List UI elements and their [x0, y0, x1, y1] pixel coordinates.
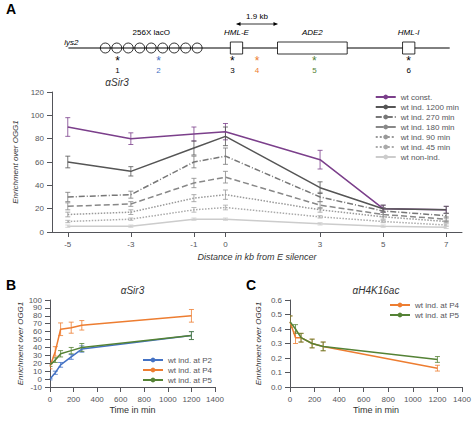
svg-text:50: 50: [33, 335, 42, 344]
svg-text:800: 800: [138, 395, 152, 404]
svg-text:0.5: 0.5: [271, 310, 283, 319]
svg-text:1000: 1000: [404, 395, 422, 404]
svg-text:0: 0: [38, 375, 43, 384]
svg-text:5: 5: [312, 66, 317, 75]
svg-text:Enrichment over OGG1: Enrichment over OGG1: [11, 120, 20, 204]
svg-text:Enrichment over OGG1: Enrichment over OGG1: [16, 302, 25, 386]
svg-text:0.0: 0.0: [271, 383, 283, 392]
svg-text:5: 5: [381, 240, 386, 249]
svg-text:1200: 1200: [183, 395, 201, 404]
svg-text:3: 3: [230, 66, 235, 75]
svg-text:ADE2: ADE2: [301, 28, 323, 37]
svg-text:0: 0: [223, 240, 228, 249]
svg-text:120: 120: [31, 88, 45, 97]
svg-text:1: 1: [115, 66, 120, 75]
svg-text:0: 0: [40, 228, 45, 237]
svg-text:20: 20: [33, 359, 42, 368]
svg-text:90: 90: [33, 303, 42, 312]
svg-text:400: 400: [90, 395, 104, 404]
svg-text:800: 800: [382, 395, 396, 404]
svg-text:3: 3: [318, 240, 323, 249]
svg-text:20: 20: [35, 204, 44, 213]
svg-text:0: 0: [288, 395, 293, 404]
svg-text:1400: 1400: [453, 395, 471, 404]
svg-text:100: 100: [31, 111, 45, 120]
svg-text:HML-E: HML-E: [224, 28, 250, 37]
svg-text:wt ind. at P2: wt ind. at P2: [167, 356, 213, 365]
svg-text:Time in min: Time in min: [109, 405, 155, 415]
svg-text:-10: -10: [30, 383, 42, 392]
svg-text:200: 200: [67, 395, 81, 404]
svg-text:1.9 kb: 1.9 kb: [246, 12, 268, 21]
svg-text:400: 400: [332, 395, 346, 404]
svg-text:Enrichment over OGG1: Enrichment over OGG1: [254, 302, 263, 386]
svg-text:wt ind. at P4: wt ind. at P4: [167, 366, 213, 375]
svg-text:40: 40: [33, 343, 42, 352]
svg-text:A: A: [6, 1, 16, 17]
svg-text:10: 10: [33, 367, 42, 376]
svg-text:αSir3: αSir3: [105, 77, 129, 88]
svg-text:wt non-ind.: wt non-ind.: [400, 153, 440, 162]
svg-text:wt ind. at P4: wt ind. at P4: [414, 301, 460, 310]
svg-text:60: 60: [35, 158, 44, 167]
svg-text:0.3: 0.3: [271, 339, 283, 348]
svg-text:wt ind. 1200 min: wt ind. 1200 min: [400, 103, 459, 112]
svg-text:4: 4: [255, 66, 260, 75]
svg-text:B: B: [6, 277, 16, 293]
svg-text:1400: 1400: [206, 395, 224, 404]
svg-text:600: 600: [114, 395, 128, 404]
svg-text:200: 200: [308, 395, 322, 404]
svg-text:wt ind. 45 min: wt ind. 45 min: [400, 143, 450, 152]
svg-text:lys2: lys2: [64, 38, 79, 47]
svg-text:0: 0: [48, 395, 53, 404]
svg-text:60: 60: [33, 327, 42, 336]
svg-text:80: 80: [35, 134, 44, 143]
svg-text:80: 80: [33, 311, 42, 320]
svg-text:0.2: 0.2: [271, 354, 283, 363]
svg-text:-5: -5: [64, 240, 72, 249]
svg-text:1200: 1200: [429, 395, 447, 404]
svg-text:1000: 1000: [159, 395, 177, 404]
svg-text:0.1: 0.1: [271, 368, 283, 377]
svg-text:-1: -1: [190, 240, 198, 249]
svg-text:100: 100: [29, 296, 43, 305]
svg-text:256X lacO: 256X lacO: [133, 28, 170, 37]
svg-text:wt ind. 90 min: wt ind. 90 min: [400, 133, 450, 142]
svg-text:C: C: [246, 277, 256, 293]
svg-text:600: 600: [357, 395, 371, 404]
svg-text:30: 30: [33, 351, 42, 360]
svg-text:0.4: 0.4: [271, 325, 283, 334]
svg-text:-3: -3: [127, 240, 135, 249]
svg-text:αSir3: αSir3: [121, 285, 145, 296]
svg-text:0.6: 0.6: [271, 296, 283, 305]
svg-text:wt ind. 180 min: wt ind. 180 min: [400, 123, 455, 132]
svg-text:wt ind. at P5: wt ind. at P5: [414, 311, 460, 320]
svg-text:αH4K16ac: αH4K16ac: [353, 285, 400, 296]
svg-text:HML-I: HML-I: [398, 28, 421, 37]
svg-text:6: 6: [406, 66, 411, 75]
svg-text:wt ind. 270 min: wt ind. 270 min: [400, 113, 455, 122]
svg-text:wt const.: wt const.: [400, 93, 433, 102]
svg-text:wt ind. at P5: wt ind. at P5: [167, 376, 213, 385]
svg-text:7: 7: [444, 240, 449, 249]
svg-text:2: 2: [156, 66, 161, 75]
svg-text:70: 70: [33, 319, 42, 328]
svg-text:Time in min: Time in min: [353, 405, 399, 415]
svg-text:40: 40: [35, 181, 44, 190]
svg-text:Distance in kb from E silencer: Distance in kb from E silencer: [197, 252, 317, 262]
